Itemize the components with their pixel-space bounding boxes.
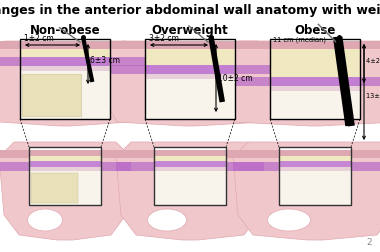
Bar <box>145 42 235 50</box>
Bar <box>29 161 101 167</box>
Bar <box>233 162 279 171</box>
Polygon shape <box>233 142 380 240</box>
Bar <box>20 40 110 119</box>
Text: Obese: Obese <box>294 23 336 36</box>
Ellipse shape <box>147 209 187 231</box>
Bar <box>226 150 264 158</box>
Bar <box>279 156 351 161</box>
Bar <box>0 42 20 50</box>
Bar <box>145 40 235 119</box>
Polygon shape <box>102 42 278 127</box>
Bar <box>22 75 81 116</box>
Bar <box>110 58 145 67</box>
Bar <box>279 147 351 205</box>
Polygon shape <box>0 142 131 240</box>
Bar <box>29 167 101 171</box>
Bar <box>279 147 351 205</box>
Bar <box>270 40 360 119</box>
Text: 11 cm (median): 11 cm (median) <box>273 36 326 42</box>
Bar <box>29 147 101 205</box>
Bar <box>270 87 360 92</box>
Bar <box>145 75 235 80</box>
Bar <box>360 42 380 50</box>
Text: 10±2 cm: 10±2 cm <box>218 74 253 83</box>
Bar <box>101 150 131 158</box>
Bar <box>351 162 380 171</box>
Text: 3±2 cm: 3±2 cm <box>149 34 179 43</box>
Bar <box>29 147 101 205</box>
Bar <box>235 66 278 75</box>
Ellipse shape <box>27 209 62 231</box>
Bar <box>145 80 235 119</box>
Bar <box>31 173 78 203</box>
Bar <box>20 42 110 50</box>
Bar <box>102 66 145 75</box>
Bar <box>116 162 154 171</box>
Text: 4±2 cm: 4±2 cm <box>366 57 380 63</box>
Bar <box>110 42 145 50</box>
Text: Overweight: Overweight <box>152 23 228 36</box>
Bar <box>219 78 270 87</box>
Bar <box>233 150 279 158</box>
Bar <box>279 161 351 167</box>
Bar <box>154 167 226 171</box>
Bar <box>154 150 226 156</box>
Bar <box>0 58 20 67</box>
Bar <box>219 42 270 50</box>
Bar <box>154 156 226 161</box>
Bar <box>270 92 360 119</box>
Text: 13±4 cm: 13±4 cm <box>366 93 380 99</box>
Bar <box>154 147 226 205</box>
Bar <box>154 161 226 167</box>
Bar <box>154 147 226 205</box>
Bar <box>145 66 235 75</box>
Bar <box>279 171 351 205</box>
Bar <box>116 150 154 158</box>
Text: 2: 2 <box>366 237 372 246</box>
Bar <box>270 78 360 87</box>
Bar <box>270 40 360 119</box>
Bar <box>101 162 131 171</box>
Bar <box>235 42 278 50</box>
Text: 1±2 cm: 1±2 cm <box>24 34 54 43</box>
Bar <box>20 58 110 67</box>
Bar <box>29 171 101 205</box>
Bar <box>29 156 101 161</box>
Polygon shape <box>219 42 380 127</box>
Text: Non-obese: Non-obese <box>30 23 100 36</box>
Bar <box>102 42 145 50</box>
Bar <box>360 78 380 87</box>
Bar <box>145 50 235 66</box>
Bar <box>20 72 110 119</box>
Bar <box>0 150 29 158</box>
Bar <box>226 162 264 171</box>
Bar <box>20 50 110 58</box>
Ellipse shape <box>268 209 310 231</box>
Bar <box>154 171 226 205</box>
Bar <box>351 150 380 158</box>
Bar <box>20 40 110 119</box>
Text: 6±3 cm: 6±3 cm <box>90 56 120 65</box>
Bar <box>279 167 351 171</box>
Bar <box>270 42 360 50</box>
Bar <box>270 50 360 78</box>
Bar <box>0 162 29 171</box>
Bar <box>29 150 101 156</box>
Polygon shape <box>0 42 145 127</box>
Bar <box>279 150 351 156</box>
Bar <box>20 67 110 72</box>
Polygon shape <box>116 142 264 240</box>
Bar <box>145 40 235 119</box>
Text: Changes in the anterior abdominal wall anatomy with weight: Changes in the anterior abdominal wall a… <box>0 4 380 16</box>
